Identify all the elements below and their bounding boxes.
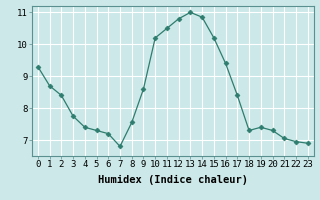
X-axis label: Humidex (Indice chaleur): Humidex (Indice chaleur) — [98, 175, 248, 185]
